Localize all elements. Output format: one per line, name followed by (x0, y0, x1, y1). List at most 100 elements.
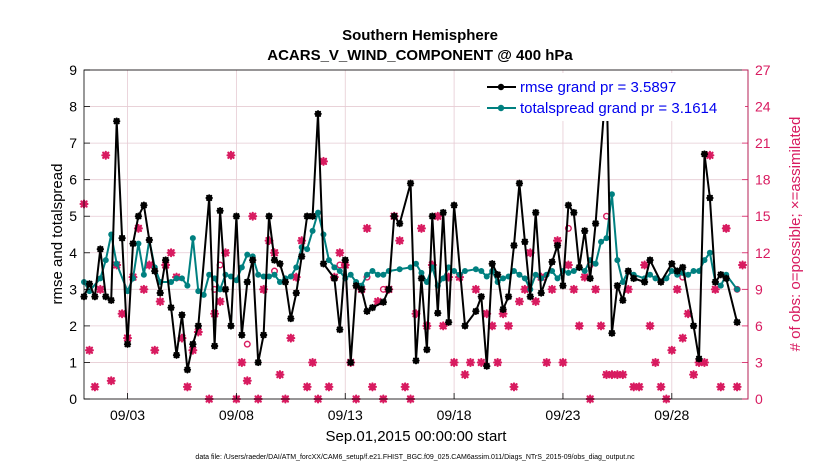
obs-assimilated-marker (629, 382, 639, 392)
spread-point (233, 277, 240, 284)
spread-point (396, 266, 403, 273)
rmse-point (657, 278, 665, 286)
rmse-point (189, 340, 197, 348)
x-tick-label: 09/08 (219, 407, 254, 423)
rmse-point (287, 314, 295, 323)
obs-assimilated-marker (683, 309, 693, 319)
spread-point (734, 286, 741, 293)
spread-point (717, 282, 724, 289)
obs-assimilated-marker (514, 297, 524, 307)
obs-assimilated-marker (444, 272, 454, 282)
obs-assimilated-marker (237, 357, 247, 367)
obs-assimilated-marker (106, 376, 116, 386)
obs-assimilated-marker (520, 284, 530, 294)
y-axis-right-label: # of obs: o=possible; ×=assimilated (787, 117, 804, 352)
y-tick-label: 1 (69, 354, 77, 370)
y-tick-label: 8 (69, 99, 77, 115)
spread-point (135, 240, 142, 247)
spread-point (614, 257, 621, 264)
spread-point (668, 268, 675, 275)
rmse-point (385, 285, 393, 294)
spread-point (532, 271, 539, 278)
y-tick-label: 7 (69, 135, 77, 151)
spread-point (200, 291, 207, 298)
x-tick-label: 09/23 (545, 407, 580, 423)
obs-assimilated-marker (177, 333, 187, 343)
rmse-point (270, 256, 279, 264)
obs-assimilated-marker (601, 370, 611, 380)
spread-point (461, 268, 468, 275)
obs-assimilated-marker (400, 382, 410, 392)
rmse-point (368, 303, 377, 312)
obs-assimilated-marker (710, 284, 720, 294)
x-tick-label: 09/03 (110, 407, 145, 423)
obs-assimilated-marker (645, 321, 655, 331)
obs-assimilated-marker (689, 370, 699, 380)
rmse-point (700, 150, 709, 158)
rmse-point (581, 227, 589, 235)
spread-point (184, 282, 191, 289)
spread-point (113, 260, 120, 267)
rmse-point (341, 256, 349, 264)
obs-assimilated-marker (607, 370, 617, 380)
rmse-point (379, 298, 388, 306)
rmse-point (336, 325, 344, 334)
rmse-point (493, 271, 502, 279)
rmse-point (504, 292, 513, 301)
obs-assimilated-marker (591, 284, 601, 294)
rmse-point (107, 296, 115, 304)
legend-rmse-marker (497, 83, 505, 91)
y-axis-label: rmse and totalspread (49, 164, 66, 305)
obs-assimilated-marker (672, 284, 682, 294)
obs-assimilated-marker (580, 272, 590, 282)
rmse-point (254, 358, 262, 367)
obs-assimilated-marker (367, 382, 377, 392)
x-tick-label: 09/18 (437, 407, 472, 423)
spread-point (195, 288, 202, 295)
obs-assimilated-marker (738, 260, 748, 270)
spread-point (603, 235, 610, 242)
rmse-point (123, 340, 132, 348)
footer-note: data file: /Users/raeder/DAI/ATM_forcXX/… (195, 454, 635, 461)
rmse-point (319, 260, 328, 268)
obs-assimilated-marker (471, 284, 481, 294)
obs-assimilated-marker (650, 357, 660, 367)
obs-assimilated-marker (210, 309, 220, 319)
rmse-point (575, 263, 583, 272)
spread-point (325, 257, 332, 264)
obs-assimilated-marker (248, 211, 258, 221)
rmse-point (363, 307, 371, 315)
obs-assimilated-marker (569, 284, 579, 294)
rmse-point (532, 208, 540, 217)
rmse-point (444, 318, 453, 326)
rmse-point (586, 274, 594, 283)
rmse-point (608, 329, 616, 337)
legend-spread-marker (497, 104, 505, 112)
spread-point (293, 264, 300, 271)
rmse-point (521, 238, 529, 246)
obs-assimilated-marker (460, 370, 470, 380)
obs-assimilated-marker (678, 333, 688, 343)
rmse-point (265, 212, 273, 220)
obs-assimilated-marker (623, 284, 633, 294)
rmse-point (167, 303, 175, 312)
rmse-point (314, 110, 322, 118)
spread-point (168, 279, 175, 286)
obs-assimilated-marker (395, 236, 405, 246)
legend-box (480, 73, 745, 121)
obs-assimilated-marker (302, 382, 312, 392)
rmse-point (477, 292, 486, 301)
obs-assimilated-marker (487, 321, 497, 331)
spread-point (217, 286, 224, 293)
rmse-point (461, 322, 469, 330)
spread-point (238, 264, 245, 271)
obs-assimilated-marker (150, 345, 160, 355)
y-right-tick-label: 24 (755, 99, 771, 115)
obs-assimilated-marker (449, 357, 459, 367)
spread-point (173, 275, 180, 282)
spread-point (619, 279, 626, 286)
obs-assimilated-marker (699, 357, 709, 367)
obs-assimilated-marker (221, 248, 231, 258)
y-right-tick-label: 15 (755, 208, 771, 224)
